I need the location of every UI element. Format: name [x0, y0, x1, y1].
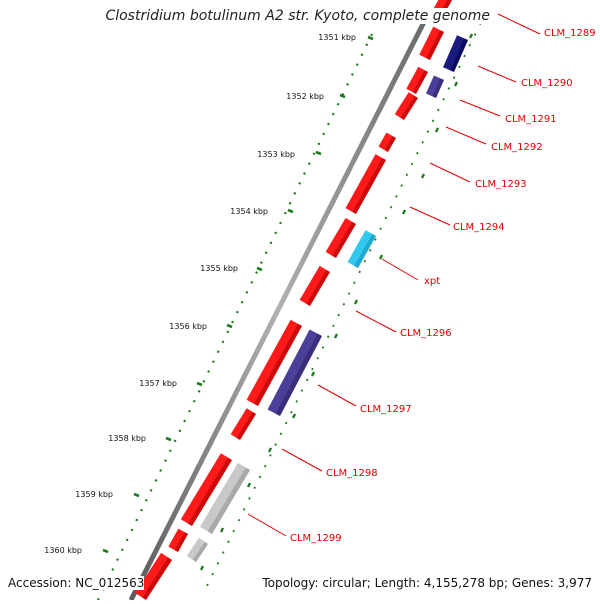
label-leader-line — [497, 13, 541, 35]
kbp-tick-mark — [256, 266, 263, 272]
label-leader-line — [381, 258, 419, 281]
gene-feature-clm-1296[interactable] — [299, 265, 330, 306]
kbp-tick-mark — [315, 150, 322, 156]
gene-feature-clm-1291[interactable] — [394, 92, 418, 120]
gene-feature-xpt[interactable] — [347, 230, 376, 268]
kbp-tick-label: 1357 kbp — [139, 379, 177, 388]
inner-tick-marks — [199, 33, 474, 571]
gene-label[interactable]: CLM_1293 — [475, 179, 527, 190]
label-leader-line — [459, 99, 501, 117]
gene-features — [135, 0, 468, 600]
kbp-tick-label: 1351 kbp — [318, 33, 356, 42]
kbp-tick-mark — [367, 35, 374, 41]
gene-label[interactable]: CLM_1299 — [290, 533, 342, 544]
accession-text: Accession: NC_012563 — [8, 576, 145, 590]
genome-summary-text: Topology: circular; Length: 4,155,278 bp… — [262, 576, 592, 590]
kbp-tick-label: 1359 kbp — [75, 490, 113, 499]
label-leader-line — [445, 126, 487, 145]
gene-feature-clm-1290[interactable] — [406, 66, 428, 94]
inner-dotted-line — [204, 11, 487, 591]
gene-feature-clm-1299b[interactable] — [168, 528, 188, 552]
label-leader-line — [409, 206, 451, 226]
gene-feature-clm-1294[interactable] — [325, 217, 356, 258]
genome-title: Clostridium botulinum A2 str. Kyoto, com… — [103, 8, 492, 24]
label-leader-line — [317, 384, 357, 407]
gene-label[interactable]: CLM_1291 — [505, 114, 557, 125]
kbp-tick-mark — [196, 381, 203, 387]
gene-feature-clm-1290-rev[interactable] — [443, 35, 468, 72]
gene-label[interactable]: xpt — [424, 276, 440, 287]
kbp-tick-label: 1360 kbp — [44, 546, 82, 555]
gene-feature-clm-1298[interactable] — [230, 408, 256, 440]
kbp-tick-mark — [226, 323, 233, 329]
kbp-tick-label: 1354 kbp — [230, 207, 268, 216]
kbp-tick-mark — [133, 492, 140, 498]
kbp-ruler: 1351 kbp 1352 kbp 1353 kbp 1354 kbp 1355 kbp… — [44, 33, 374, 555]
label-leader-line — [281, 448, 323, 472]
gene-feature-clm-1297b[interactable] — [267, 329, 322, 416]
kbp-tick-mark — [339, 93, 346, 99]
gene-feature-clm-1289-b[interactable] — [419, 26, 444, 60]
label-leader-line — [477, 65, 517, 83]
gene-label[interactable]: CLM_1290 — [521, 78, 573, 89]
gene-label[interactable]: CLM_1294 — [453, 222, 505, 233]
kbp-tick-label: 1355 kbp — [200, 264, 238, 273]
gene-label[interactable]: CLM_1292 — [491, 142, 543, 153]
gene-feature-clm-1291-rev[interactable] — [425, 75, 444, 98]
gene-feature-grey-small[interactable] — [186, 537, 208, 562]
gene-feature-clm-1299a[interactable] — [180, 453, 232, 526]
kbp-tick-label: 1352 kbp — [286, 92, 324, 101]
label-leader-line — [355, 310, 397, 333]
kbp-tick-mark — [165, 436, 172, 442]
gene-label[interactable]: CLM_1298 — [326, 468, 378, 479]
label-leader-line — [247, 513, 287, 537]
gene-label[interactable]: CLM_1296 — [400, 328, 452, 339]
genome-backbone — [128, 18, 428, 602]
gene-label[interactable]: CLM_1289 — [544, 28, 596, 39]
label-leader-line — [429, 162, 471, 183]
gene-feature-clm-1297a[interactable] — [246, 319, 302, 406]
outer-scale-arc — [97, 33, 373, 601]
kbp-tick-mark — [102, 548, 109, 554]
gene-feature-clm-1299-grey[interactable] — [199, 462, 250, 534]
gene-feature-clm-1292[interactable] — [378, 132, 396, 152]
gene-label[interactable]: CLM_1297 — [360, 404, 412, 415]
kbp-tick-mark — [287, 208, 294, 214]
gene-feature-clm-1293[interactable] — [345, 154, 386, 214]
kbp-tick-label: 1353 kbp — [257, 150, 295, 159]
gene-labels: CLM_1289 CLM_1290 CLM_1291 CLM_1292 CLM_1293… — [247, 13, 596, 544]
kbp-tick-label: 1358 kbp — [108, 434, 146, 443]
kbp-tick-label: 1356 kbp — [169, 322, 207, 331]
